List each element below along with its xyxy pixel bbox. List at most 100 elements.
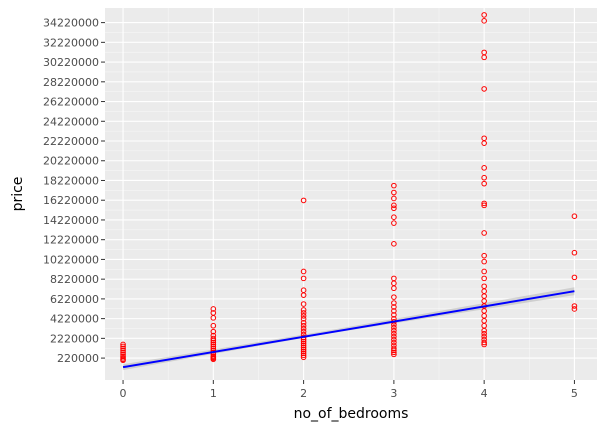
data-point	[481, 200, 487, 207]
data-point	[391, 241, 397, 247]
data-point	[300, 348, 307, 355]
data-point	[391, 339, 397, 346]
data-point	[391, 312, 397, 318]
y-tick-label: 26220000	[43, 96, 99, 109]
data-point	[120, 357, 126, 364]
data-point	[391, 336, 397, 343]
data-point	[300, 350, 307, 357]
data-point	[481, 333, 487, 340]
data-point	[391, 347, 397, 354]
data-point	[210, 335, 217, 342]
y-tick-label: 24220000	[43, 115, 99, 128]
plot-panel	[105, 8, 597, 380]
y-tick-label: 22220000	[43, 135, 99, 148]
y-axis-title: price	[10, 177, 26, 212]
data-point	[120, 345, 126, 352]
data-point	[481, 86, 487, 92]
data-point	[300, 346, 307, 353]
y-axis-ticks: 220000 2220000 4220000 6220000 8220000 102200…	[43, 17, 105, 365]
data-point	[391, 214, 397, 220]
data-point	[481, 140, 487, 146]
data-point	[300, 354, 307, 361]
data-point	[210, 343, 217, 350]
data-point	[391, 182, 397, 189]
data-point	[481, 330, 487, 337]
data-point	[300, 316, 307, 322]
data-point	[300, 319, 307, 326]
data-point	[391, 324, 397, 331]
y-tick-label: 14220000	[43, 214, 99, 227]
data-point	[481, 258, 487, 265]
data-point	[120, 349, 126, 356]
data-point	[391, 330, 397, 337]
data-point	[391, 333, 397, 340]
data-point	[391, 300, 397, 306]
data-point	[481, 327, 487, 334]
y-tick-label: 8220000	[50, 273, 99, 286]
y-tick-label: 32220000	[43, 36, 99, 49]
data-point	[300, 307, 307, 313]
y-tick-label: 16220000	[43, 194, 99, 207]
data-points	[120, 12, 578, 364]
x-axis-ticks: 0 1 2 3 4 5	[120, 380, 578, 400]
data-point	[481, 252, 487, 259]
data-point	[391, 285, 397, 292]
data-point	[571, 303, 578, 309]
x-tick-label: 0	[120, 387, 127, 400]
data-point	[391, 195, 397, 202]
y-tick-label: 30220000	[43, 56, 99, 69]
data-point	[300, 328, 307, 335]
data-point	[300, 310, 307, 316]
x-tick-label: 4	[481, 387, 488, 400]
data-point	[391, 351, 397, 358]
data-point	[481, 18, 487, 24]
data-point	[120, 347, 126, 354]
y-tick-label: 20220000	[43, 155, 99, 168]
data-point	[571, 274, 578, 281]
x-tick-label: 1	[210, 387, 217, 400]
data-point	[481, 202, 487, 209]
regression-line	[122, 290, 575, 369]
data-point	[391, 327, 397, 334]
data-point	[481, 341, 487, 348]
data-point	[300, 344, 307, 351]
data-point	[300, 352, 307, 359]
data-point	[481, 174, 487, 181]
x-tick-label: 2	[300, 387, 307, 400]
y-tick-label: 220000	[57, 352, 99, 365]
data-point	[481, 268, 487, 275]
major-gridlines	[105, 8, 597, 380]
minor-gridlines	[105, 8, 597, 380]
data-point	[481, 180, 487, 187]
data-point	[391, 349, 397, 356]
data-point	[120, 343, 126, 350]
y-tick-label: 12220000	[43, 234, 99, 247]
y-tick-label: 28220000	[43, 76, 99, 89]
y-tick-label: 34220000	[43, 17, 99, 30]
x-tick-label: 5	[571, 387, 578, 400]
data-point	[300, 342, 307, 349]
data-point	[481, 12, 487, 18]
data-point	[210, 345, 217, 352]
data-point	[481, 339, 487, 346]
data-point	[300, 268, 307, 275]
data-point	[120, 341, 126, 348]
data-point	[391, 205, 397, 212]
data-point	[300, 197, 307, 204]
y-tick-label: 2220000	[50, 332, 99, 345]
data-point	[571, 213, 578, 220]
data-point	[300, 313, 307, 319]
data-point	[300, 301, 307, 307]
y-tick-label: 4220000	[50, 313, 99, 326]
data-point	[571, 306, 578, 312]
data-point	[210, 315, 217, 321]
data-point	[391, 189, 397, 196]
y-tick-label: 6220000	[50, 293, 99, 306]
data-point	[210, 306, 217, 312]
data-point	[571, 249, 578, 256]
data-point	[300, 340, 307, 347]
data-point	[391, 304, 397, 310]
data-point	[481, 165, 487, 171]
